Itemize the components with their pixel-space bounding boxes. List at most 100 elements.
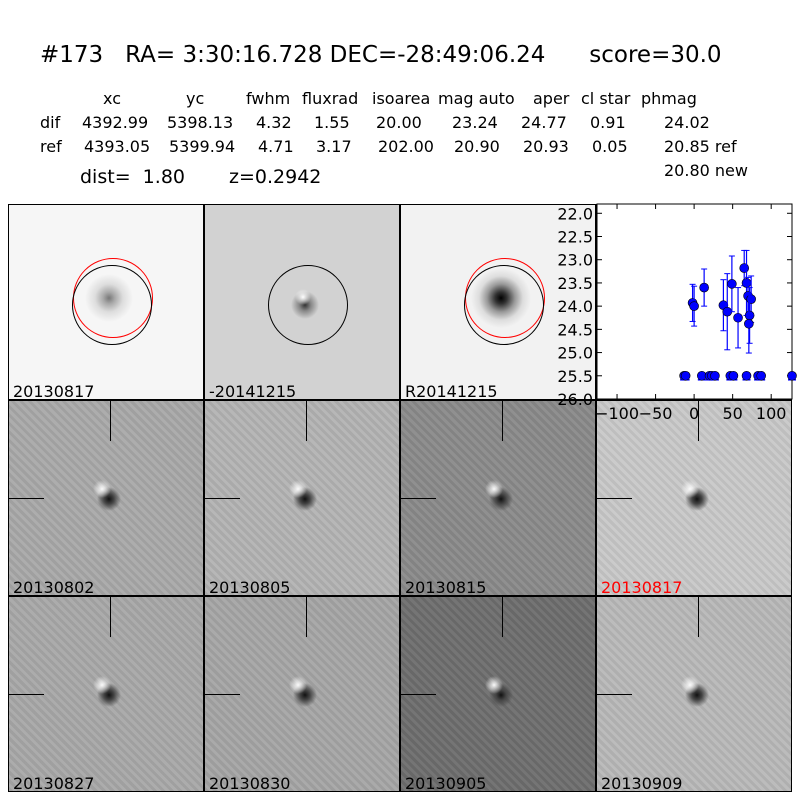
phmag-new: 20.80 new bbox=[664, 161, 748, 180]
limit-point bbox=[756, 370, 766, 381]
table-cell: 4392.99 bbox=[82, 113, 149, 132]
y-tick-label: 23.0 bbox=[557, 251, 593, 270]
y-tick-label: 25.0 bbox=[557, 344, 593, 363]
col-header: aper bbox=[533, 89, 570, 108]
crosshair-tick bbox=[205, 694, 240, 695]
crosshair-tick bbox=[401, 694, 436, 695]
crosshair-tick bbox=[698, 401, 699, 441]
col-header: phmag bbox=[641, 89, 697, 108]
table-cell: 4.71 bbox=[258, 137, 294, 156]
stamp-date-label: R20141215 bbox=[405, 382, 498, 400]
row-label: dif bbox=[40, 113, 61, 132]
y-tick-label: 22.0 bbox=[557, 204, 593, 223]
table-cell: 3.17 bbox=[316, 137, 352, 156]
limit-point bbox=[787, 370, 797, 381]
crosshair-tick bbox=[502, 597, 503, 637]
table-cell: 0.05 bbox=[592, 137, 628, 156]
y-tick-label: 24.5 bbox=[557, 320, 593, 339]
data-point bbox=[733, 312, 743, 323]
data-point bbox=[744, 310, 755, 321]
crosshair-tick bbox=[306, 401, 307, 441]
crosshair-tick bbox=[502, 401, 503, 441]
stamp-date-label: 20130909 bbox=[601, 774, 683, 792]
limit-point bbox=[741, 370, 752, 381]
table-cell: 20.93 bbox=[523, 137, 569, 156]
col-header: xc bbox=[103, 89, 121, 108]
table-cell: 4.32 bbox=[256, 113, 292, 132]
table-cell: 24.77 bbox=[521, 113, 567, 132]
image-stamp: 20130905 bbox=[400, 596, 596, 792]
stamp-date-label: 20130827 bbox=[13, 774, 95, 792]
col-header: fwhm bbox=[246, 89, 291, 108]
col-header: yc bbox=[186, 89, 205, 108]
table-cell: 20.85 ref bbox=[664, 137, 737, 156]
data-point bbox=[727, 279, 737, 289]
image-stamp: 20130817 bbox=[596, 400, 792, 596]
crosshair-tick bbox=[597, 498, 632, 499]
image-stamp: R20141215 bbox=[400, 204, 596, 400]
image-stamp: 20130802 bbox=[8, 400, 204, 596]
image-stamp: 20130827 bbox=[8, 596, 204, 792]
y-tick-label: 22.5 bbox=[557, 228, 593, 247]
limit-point bbox=[680, 370, 691, 381]
aperture-circle bbox=[268, 265, 348, 345]
table-cell: 1.55 bbox=[314, 113, 350, 132]
image-stamp: 20130909 bbox=[596, 596, 792, 792]
crosshair-tick bbox=[9, 694, 44, 695]
image-stamp: 20130815 bbox=[400, 400, 596, 596]
data-point bbox=[699, 282, 709, 293]
table-cell: 202.00 bbox=[378, 137, 434, 156]
y-tick-label: 26.0 bbox=[557, 390, 593, 409]
aperture-circle bbox=[464, 265, 544, 345]
crosshair-tick bbox=[698, 597, 699, 637]
limit-point bbox=[728, 370, 739, 381]
dist-value: dist= 1.80 bbox=[80, 166, 185, 188]
row-label: ref bbox=[40, 137, 62, 156]
data-point bbox=[746, 294, 756, 304]
crosshair-tick bbox=[110, 401, 111, 441]
aperture-circle bbox=[72, 265, 152, 345]
y-tick-label: 23.5 bbox=[557, 274, 593, 293]
data-point bbox=[744, 318, 754, 329]
col-header: fluxrad bbox=[302, 89, 359, 108]
stamp-date-label: 20130817 bbox=[601, 578, 683, 596]
image-stamp: 20130817 bbox=[8, 204, 204, 400]
col-header: mag auto bbox=[438, 89, 515, 108]
crosshair-tick bbox=[597, 694, 632, 695]
crosshair-tick bbox=[306, 597, 307, 637]
data-point bbox=[689, 301, 699, 311]
crosshair-tick bbox=[205, 498, 240, 499]
image-stamp: 20130805 bbox=[204, 400, 400, 596]
stamp-date-label: 20130815 bbox=[405, 578, 487, 596]
x-tick-label: 100 bbox=[756, 404, 787, 423]
limit-point bbox=[710, 370, 720, 381]
stamp-date-label: -20141215 bbox=[209, 382, 297, 400]
y-tick-label: 25.5 bbox=[557, 367, 593, 386]
table-cell: 5398.13 bbox=[167, 113, 234, 132]
x-tick-label: 0 bbox=[689, 404, 699, 423]
table-cell: 20.90 bbox=[454, 137, 500, 156]
x-tick-label: −100 bbox=[595, 404, 639, 423]
stamp-date-label: 20130905 bbox=[405, 774, 487, 792]
table-cell: 5399.94 bbox=[169, 137, 236, 156]
col-header: cl star bbox=[581, 89, 631, 108]
x-tick-label: 50 bbox=[722, 404, 742, 423]
stamp-date-label: 20130802 bbox=[13, 578, 95, 596]
stamp-date-label: 20130817 bbox=[13, 382, 95, 400]
table-cell: 24.02 bbox=[664, 113, 710, 132]
page-title: #173 RA= 3:30:16.728 DEC=-28:49:06.24 sc… bbox=[40, 42, 722, 68]
y-tick-label: 24.0 bbox=[557, 297, 593, 316]
table-cell: 20.00 bbox=[376, 113, 422, 132]
stamp-date-label: 20130805 bbox=[209, 578, 291, 596]
table-cell: 0.91 bbox=[590, 113, 626, 132]
x-tick-label: −50 bbox=[639, 404, 673, 423]
stamp-date-label: 20130830 bbox=[209, 774, 291, 792]
image-stamp: 20130830 bbox=[204, 596, 400, 792]
data-point bbox=[739, 263, 750, 273]
crosshair-tick bbox=[110, 597, 111, 637]
data-point bbox=[741, 278, 752, 288]
redshift-value: z=0.2942 bbox=[229, 166, 322, 188]
col-header: isoarea bbox=[372, 89, 431, 108]
crosshair-tick bbox=[401, 498, 436, 499]
